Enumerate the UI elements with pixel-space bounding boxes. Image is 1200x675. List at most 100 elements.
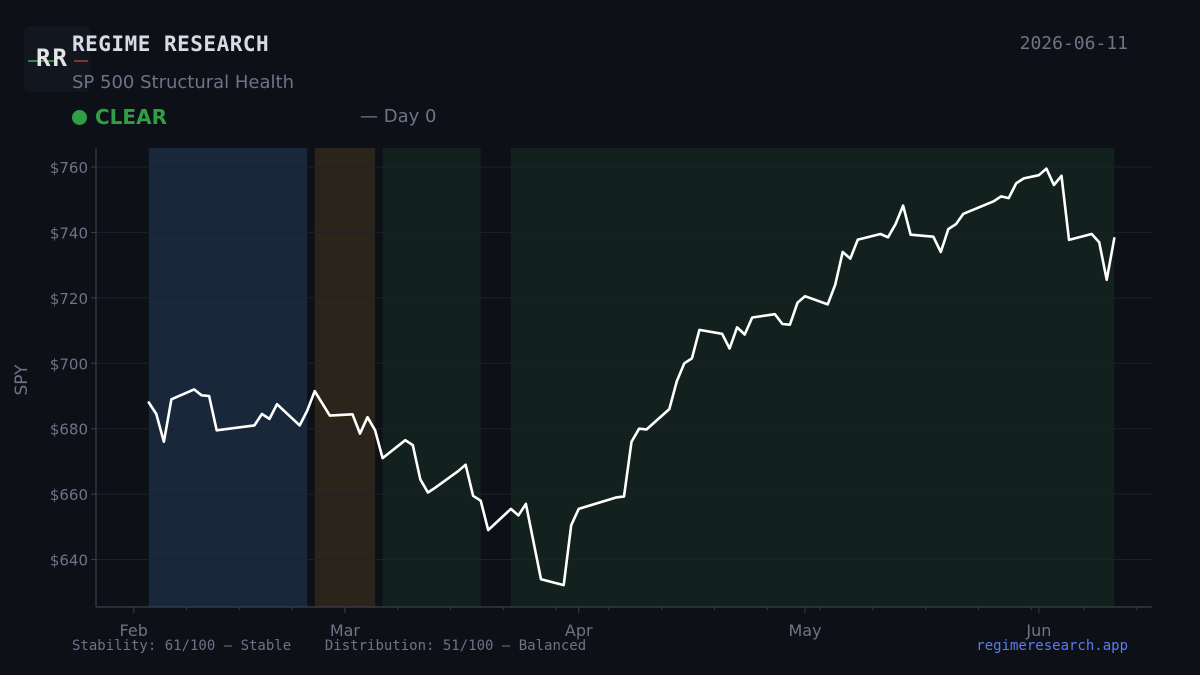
data-point [902, 205, 904, 207]
data-point [774, 313, 776, 315]
data-point [683, 362, 685, 364]
data-point [1113, 237, 1115, 239]
data-point [299, 424, 301, 426]
logo-green-line [28, 60, 54, 62]
data-point [419, 478, 421, 480]
data-point [208, 395, 210, 397]
data-point [329, 415, 331, 417]
axes: $640 $660 $680 $700 $720 $740 $760 Feb Mar Apr May… [50, 148, 1152, 640]
data-point [691, 357, 693, 359]
data-point [1038, 174, 1040, 176]
data-point [744, 333, 746, 336]
data-point [676, 380, 678, 382]
data-point [412, 444, 414, 446]
status-dot-icon [72, 109, 87, 125]
data-point [1053, 184, 1055, 186]
footer-metrics: Stability: 61/100 — Stable Distribution:… [72, 638, 586, 654]
regime-status: CLEAR [72, 105, 167, 129]
data-point [306, 410, 308, 412]
data-point [457, 470, 459, 472]
data-point [729, 347, 731, 350]
data-point [781, 323, 784, 325]
data-point [517, 514, 520, 517]
data-point [842, 251, 844, 253]
x-tick-label: Feb [120, 621, 148, 640]
data-point [570, 524, 572, 526]
data-point [1098, 241, 1100, 243]
x-tick-label: Apr [565, 621, 593, 640]
day-counter: — Day 0 [360, 106, 437, 127]
date-label: 2026-06-11 [1019, 33, 1128, 54]
data-point [268, 418, 271, 420]
data-point [487, 529, 489, 531]
price-line-layer [147, 167, 1116, 587]
logo: RR [24, 26, 90, 92]
y-tick-label: $660 [50, 486, 88, 504]
status-label: CLEAR [95, 105, 167, 129]
data-point [351, 413, 354, 415]
data-point [148, 401, 150, 404]
data-point [887, 236, 889, 238]
data-point [1091, 233, 1093, 235]
data-point [170, 398, 172, 400]
y-tick-label: $700 [50, 355, 88, 373]
data-point [1045, 168, 1047, 170]
data-point [1015, 182, 1017, 184]
y-tick-label: $640 [50, 552, 88, 570]
data-point [276, 403, 278, 405]
distribution-metric: Distribution: 51/100 — Balanced [324, 638, 587, 654]
regime-bands [148, 148, 1115, 607]
data-point [1008, 197, 1010, 199]
data-point [751, 316, 753, 319]
data-point [796, 302, 799, 304]
data-point [993, 200, 995, 202]
data-point [955, 223, 957, 225]
data-point [261, 413, 263, 415]
data-point [932, 236, 934, 238]
y-tick-label: $720 [50, 290, 88, 308]
data-point [834, 284, 836, 286]
data-point [849, 258, 851, 260]
data-point [540, 578, 542, 580]
data-point [359, 433, 361, 435]
data-point [510, 508, 512, 510]
logo-text: RR [36, 44, 69, 72]
data-point [646, 428, 648, 430]
data-point [698, 329, 701, 331]
y-tick-label: $680 [50, 421, 88, 439]
grid-lines [96, 166, 1152, 561]
data-point [434, 487, 436, 489]
x-tick-label: May [788, 621, 821, 640]
data-point [1023, 177, 1025, 179]
data-point [1106, 279, 1108, 281]
data-point [201, 394, 203, 396]
data-point [1068, 239, 1070, 241]
data-point [804, 295, 806, 297]
regime-band-3 [510, 148, 1115, 607]
data-point [155, 413, 157, 415]
x-tick-label: Mar [330, 621, 361, 640]
data-point [962, 213, 965, 215]
regime-band-0 [148, 148, 308, 607]
data-point [623, 495, 625, 497]
y-axis-label: SPY [12, 364, 32, 396]
data-point [578, 508, 580, 510]
data-point [563, 584, 565, 586]
data-point [827, 303, 829, 305]
data-point [638, 428, 640, 430]
data-point [879, 233, 882, 235]
data-point [253, 424, 255, 426]
data-point [947, 228, 949, 230]
data-point [668, 408, 670, 410]
data-point [404, 439, 406, 441]
regime-band-1 [314, 148, 376, 607]
logo-red-line [74, 60, 88, 62]
data-point [857, 239, 859, 241]
data-point [480, 500, 482, 502]
data-point [193, 388, 195, 390]
site-link[interactable]: regimeresearch.app [976, 638, 1128, 654]
data-point [1000, 195, 1002, 197]
data-point [314, 390, 316, 392]
data-point [374, 429, 376, 431]
